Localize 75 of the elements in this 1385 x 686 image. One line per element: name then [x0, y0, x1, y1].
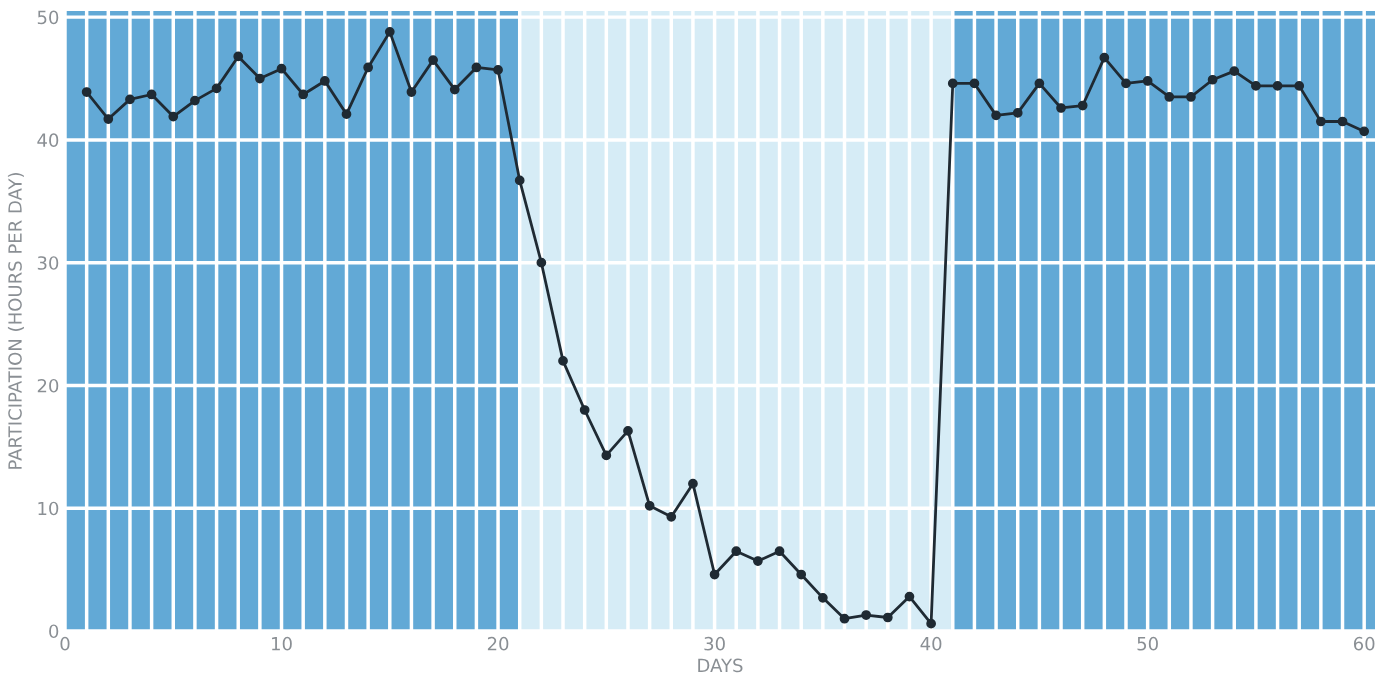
point: [1294, 81, 1305, 91]
point: [211, 83, 222, 94]
point: [428, 55, 438, 65]
point: [947, 78, 958, 89]
point: [817, 592, 828, 603]
point: [1337, 116, 1348, 127]
point: [319, 76, 330, 86]
point: [644, 500, 655, 511]
point: [558, 356, 568, 366]
point: [298, 89, 309, 100]
point: [1229, 66, 1240, 77]
x-tick-label: 20: [487, 636, 509, 651]
y-tick-label: 0: [49, 624, 59, 639]
point: [146, 89, 157, 100]
point: [774, 546, 785, 557]
point: [1207, 74, 1218, 85]
x-tick-label: 60: [1353, 636, 1375, 651]
point: [1142, 76, 1153, 86]
point: [1359, 126, 1370, 137]
point: [276, 63, 287, 74]
point: [81, 87, 92, 97]
y-tick-label: 30: [37, 256, 59, 270]
point: [601, 450, 612, 461]
point: [904, 591, 915, 602]
point: [471, 62, 482, 73]
point: [341, 109, 352, 119]
point: [1272, 81, 1283, 91]
point: [1316, 116, 1326, 127]
y-tick-label: 10: [38, 501, 59, 516]
point: [1056, 103, 1066, 113]
point: [449, 84, 460, 95]
point: [969, 78, 980, 89]
point: [579, 405, 590, 415]
point: [125, 94, 135, 105]
point: [493, 65, 503, 75]
point: [1034, 78, 1045, 89]
point: [926, 618, 936, 629]
point: [514, 175, 525, 186]
point: [363, 62, 374, 73]
point: [168, 111, 179, 122]
point: [255, 73, 265, 84]
point: [1164, 92, 1175, 102]
point: [1186, 92, 1196, 102]
x-tick-label: 0: [60, 636, 70, 651]
point: [406, 87, 417, 97]
point: [731, 546, 742, 557]
x-tick-label: 50: [1137, 636, 1158, 651]
y-axis-title: PARTICIPATION (HOURS PER DAY): [7, 173, 24, 469]
point: [623, 426, 633, 436]
point: [1251, 81, 1261, 91]
point: [839, 613, 850, 624]
x-axis-title: DAYS: [698, 658, 743, 673]
y-tick-label: 40: [37, 133, 59, 148]
point: [796, 569, 807, 580]
point: [882, 612, 893, 623]
point: [753, 556, 763, 566]
point: [536, 257, 547, 268]
x-tick-label: 10: [272, 636, 292, 651]
point: [688, 478, 698, 489]
point: [709, 569, 720, 580]
point: [1099, 52, 1110, 63]
x-tick-label: 30: [704, 636, 725, 651]
x-tick-label: 40: [920, 636, 942, 651]
point: [384, 27, 395, 37]
point: [103, 114, 114, 124]
point: [190, 95, 200, 106]
point: [1077, 100, 1088, 111]
point: [1012, 108, 1023, 118]
point: [861, 610, 872, 620]
point: [666, 511, 677, 522]
y-tick-label: 20: [37, 378, 59, 393]
y-tick-label: 50: [37, 10, 59, 25]
point: [991, 110, 1001, 121]
point: [1121, 78, 1131, 89]
point: [233, 51, 244, 62]
